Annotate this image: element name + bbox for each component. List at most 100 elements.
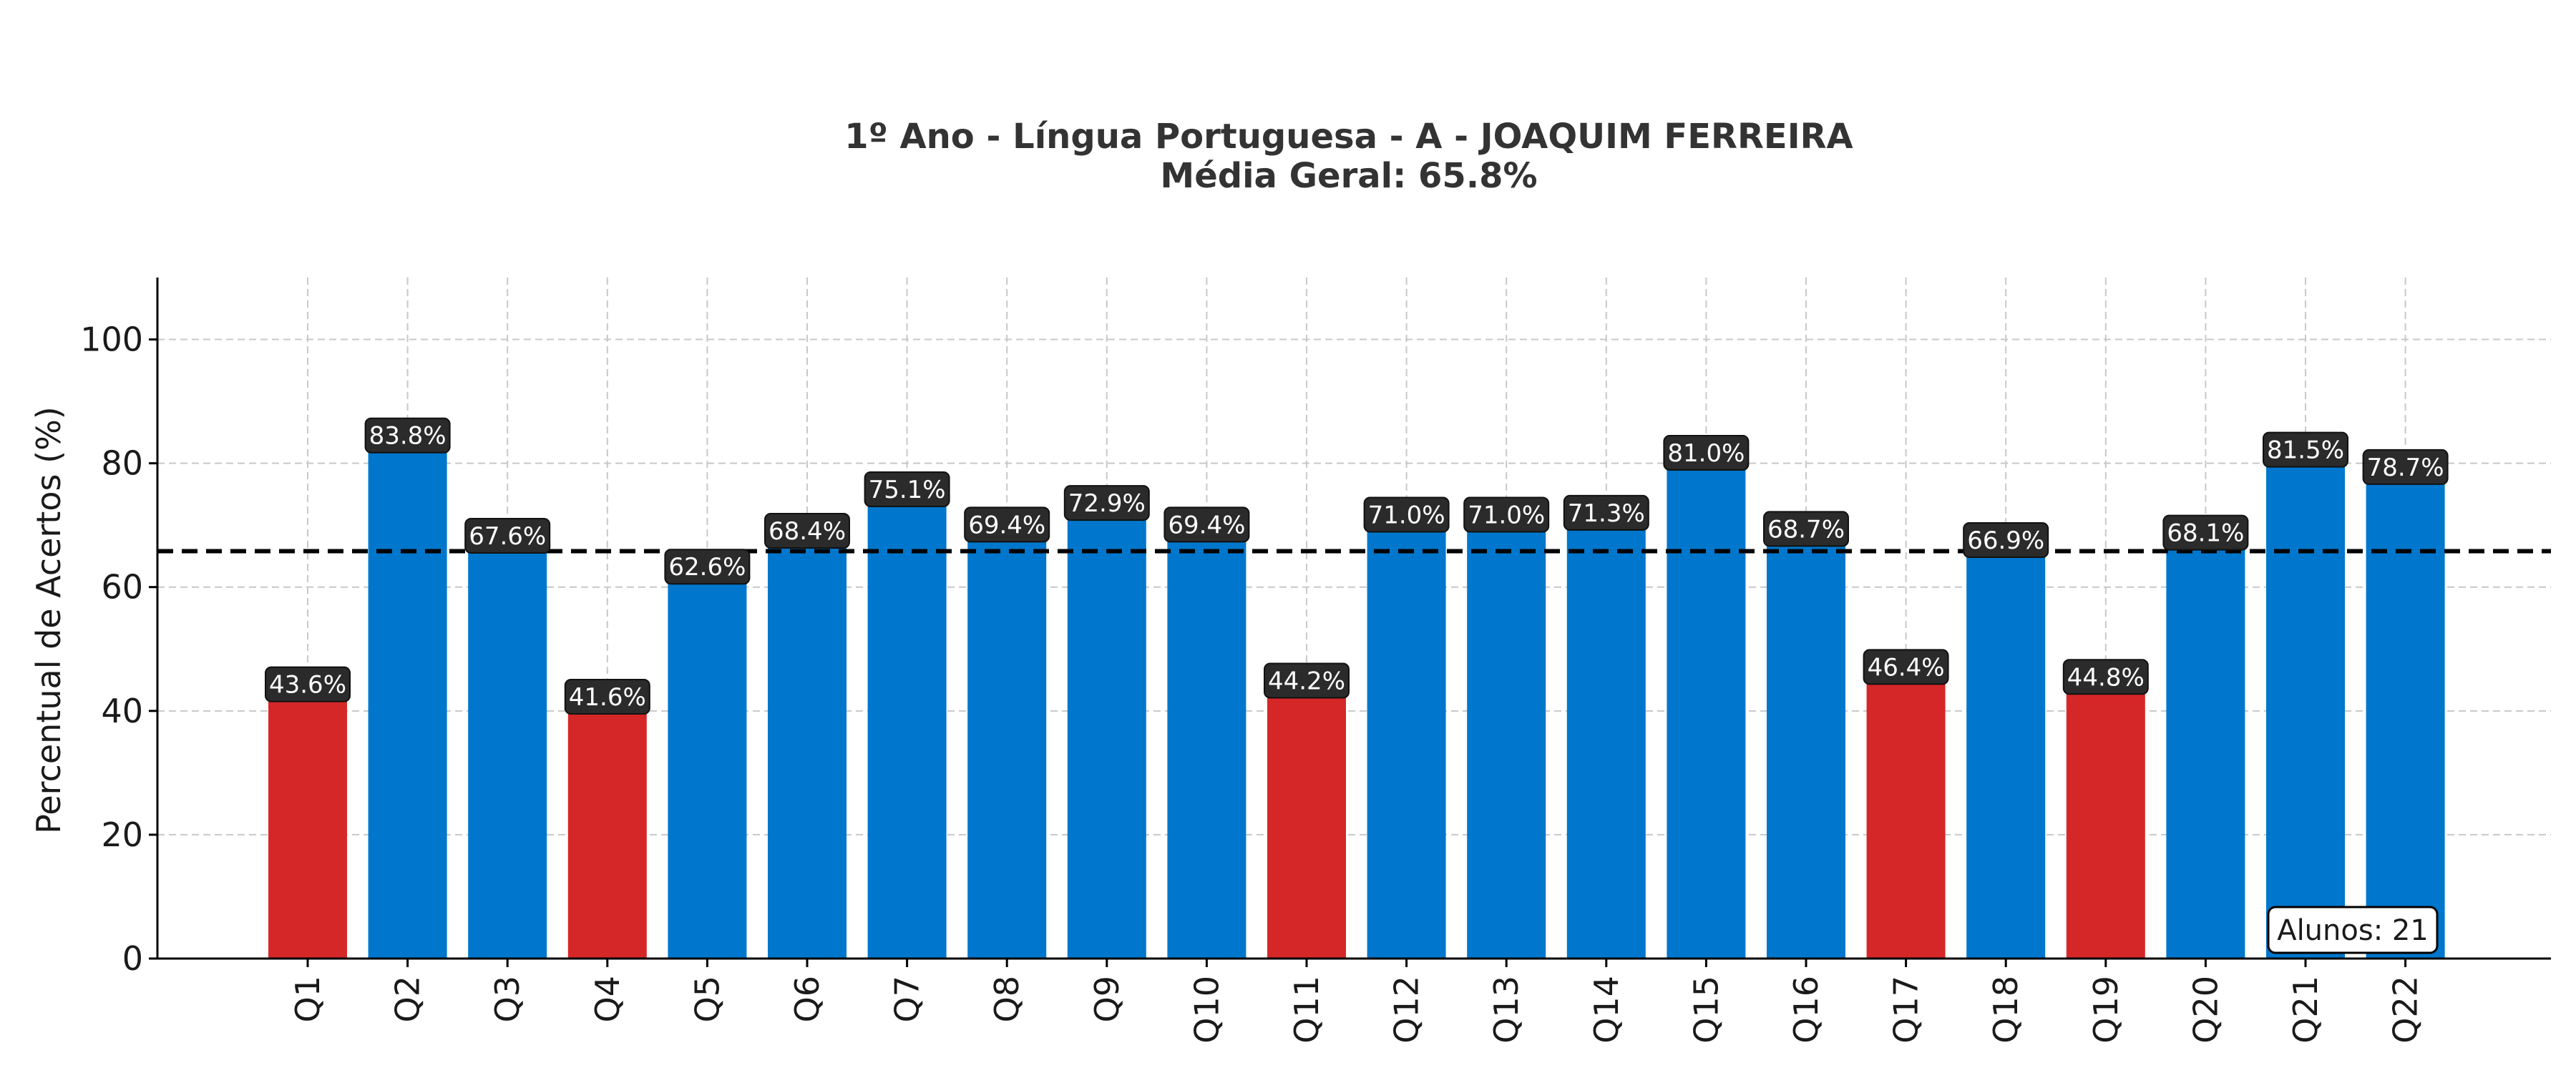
x-tick-label: Q4 [588, 976, 627, 1022]
bar-q16 [1767, 533, 1845, 959]
y-axis-label: Percentual de Acertos (%) [29, 406, 68, 833]
data-label: 71.0% [1368, 501, 1445, 530]
bar-q21 [2266, 454, 2345, 959]
data-label-box [1264, 662, 1350, 699]
data-labels: 43.6% 83.8% 67.6% 41.6% 62.6% 68.4% 75.1% 69.4%… [265, 417, 2449, 715]
bar-q9 [1067, 507, 1146, 959]
x-tick-labels: Q1 Q2 Q3 Q4 Q5 Q6 Q7 Q8 Q9 Q10 Q11 Q12 Q13 Q14 Q15 Q16 Q… [288, 959, 2425, 1044]
data-label: 75.1% [869, 476, 946, 504]
y-tick-label: 100 [80, 320, 143, 359]
data-label: 68.1% [2167, 519, 2244, 548]
bar-q3 [468, 539, 547, 959]
data-label: 44.8% [2067, 663, 2145, 692]
bar-q2 [368, 439, 447, 959]
x-tick-label: Q5 [688, 976, 726, 1022]
bar-q7 [867, 494, 947, 959]
bar-q6 [768, 535, 847, 959]
x-tick-label: Q18 [1986, 976, 2025, 1044]
x-tick-label: Q22 [2386, 976, 2425, 1044]
x-tick-label: Q2 [389, 976, 427, 1022]
chart-subtitle: Média Geral: 65.8% [1160, 156, 1537, 196]
x-tick-label: Q13 [1487, 976, 1526, 1044]
data-label-box [265, 666, 351, 702]
y-tick-label: 80 [101, 444, 143, 483]
data-label: 62.6% [668, 553, 746, 582]
data-label-box [964, 506, 1050, 543]
data-label: 71.0% [1468, 501, 1545, 530]
annotation-text: Alunos: 21 [2277, 914, 2429, 947]
x-tick-label: Q12 [1387, 976, 1426, 1044]
data-label-box [1963, 522, 2049, 559]
x-tick-label: Q19 [2087, 976, 2125, 1044]
data-label-box [1863, 649, 1949, 685]
data-label: 81.0% [1667, 439, 1745, 468]
bar-q12 [1367, 519, 1446, 959]
data-label-box [564, 678, 650, 715]
data-label-box [2162, 514, 2249, 551]
data-label-box [1763, 511, 1849, 547]
data-label: 69.4% [1168, 511, 1245, 539]
y-tick-label: 60 [101, 568, 143, 607]
data-label-box [764, 513, 850, 549]
data-label: 41.6% [569, 683, 646, 712]
x-tick-label: Q15 [1687, 976, 1725, 1044]
axes [156, 278, 2551, 960]
bar-q1 [268, 688, 347, 959]
bar-q13 [1467, 519, 1546, 959]
data-label-box [1463, 496, 1550, 533]
bar-q20 [2166, 536, 2245, 959]
x-tick-label: Q16 [1787, 976, 1825, 1044]
x-tick-label: Q9 [1088, 976, 1126, 1022]
x-tick-label: Q17 [1887, 976, 1926, 1044]
bars [268, 439, 2445, 959]
data-label-box [1563, 494, 1649, 531]
data-label: 68.7% [1767, 515, 1845, 544]
data-label-box [2062, 659, 2149, 695]
data-label: 81.5% [2267, 436, 2344, 465]
data-label-box [864, 471, 950, 508]
data-label-box [1663, 434, 1750, 471]
data-label: 43.6% [269, 671, 346, 700]
data-label-box [1063, 485, 1150, 521]
x-tick-label: Q20 [2186, 976, 2225, 1044]
bar-q14 [1566, 516, 1646, 959]
x-tick-label: Q11 [1287, 976, 1326, 1044]
bar-q15 [1667, 456, 1746, 959]
data-label: 83.8% [369, 422, 447, 451]
data-label: 67.6% [469, 522, 546, 551]
bar-q5 [668, 571, 747, 959]
annotation-frame [2267, 906, 2439, 954]
data-label-box [1363, 496, 1450, 533]
x-tick-label: Q21 [2286, 976, 2325, 1044]
x-tick-label: Q8 [987, 976, 1026, 1022]
data-label-box [2263, 431, 2348, 468]
y-tick-label: 20 [101, 815, 143, 854]
y-tick-labels: 0 20 40 60 80 100 [80, 320, 157, 978]
y-tick-label: 0 [122, 939, 143, 978]
data-label-box [464, 517, 551, 554]
annotation-box: Alunos: 21 [2267, 906, 2439, 954]
data-label: 78.7% [2367, 454, 2444, 482]
bar-q17 [1866, 671, 1946, 959]
data-label-box [664, 549, 751, 585]
data-label: 72.9% [1068, 489, 1146, 518]
bar-q8 [967, 529, 1047, 959]
bar-q19 [2066, 681, 2145, 959]
data-label: 71.3% [1568, 499, 1645, 528]
data-label: 44.2% [1268, 667, 1345, 695]
x-tick-label: Q6 [788, 976, 826, 1022]
x-tick-label: Q3 [488, 976, 527, 1022]
data-label-box [2362, 449, 2449, 485]
y-tick-label: 40 [101, 692, 143, 730]
data-label-box [364, 417, 451, 454]
data-label: 68.4% [769, 517, 846, 546]
x-tick-label: Q14 [1587, 976, 1626, 1044]
data-label: 66.9% [1967, 526, 2044, 555]
x-tick-label: Q7 [888, 976, 927, 1022]
bar-q4 [567, 700, 647, 959]
bar-q22 [2366, 471, 2445, 959]
bar-q18 [1966, 544, 2046, 959]
data-label: 69.4% [968, 511, 1045, 539]
data-label-box [1163, 506, 1250, 543]
